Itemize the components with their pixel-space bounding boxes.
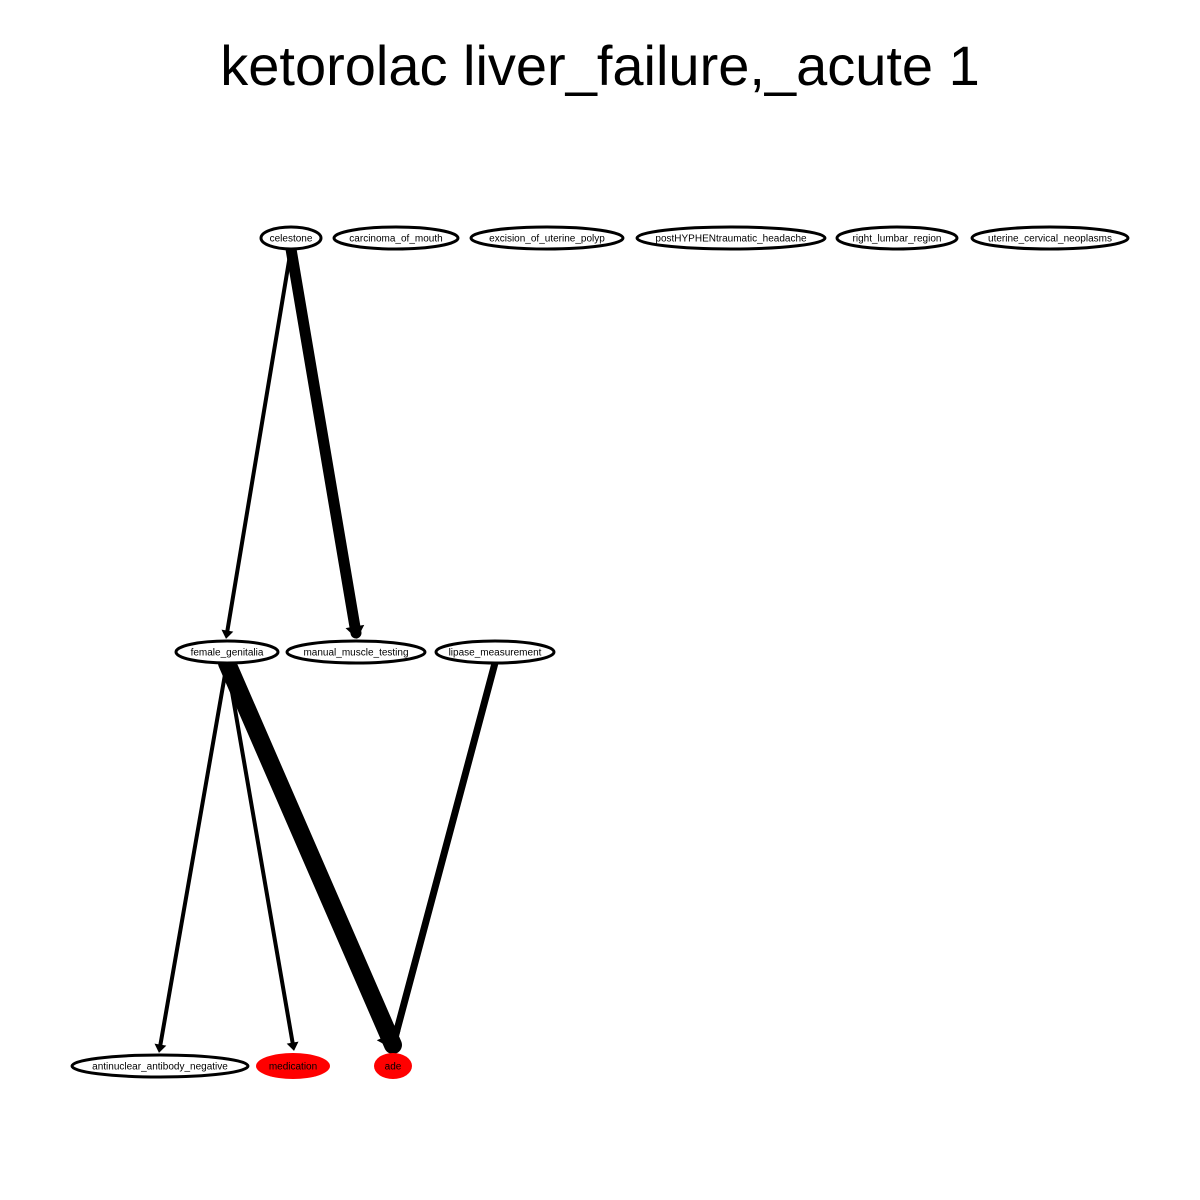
node-posthyphentraumatic_headache: postHYPHENtraumatic_headache	[635, 225, 827, 251]
edge-female_genitalia-to-antinuclear_antibody_negative	[154, 661, 229, 1053]
node-female_genitalia: female_genitalia	[174, 639, 280, 665]
node-shape	[332, 225, 460, 251]
node-label: right_lumbar_region	[853, 234, 942, 245]
node-label: lipase_measurement	[449, 648, 542, 659]
node-label: postHYPHENtraumatic_headache	[655, 234, 807, 245]
node-manual_muscle_testing: manual_muscle_testing	[285, 639, 427, 665]
node-label: antinuclear_antibody_negative	[92, 1062, 228, 1073]
node-shape	[259, 225, 323, 251]
edge-line	[225, 247, 293, 635]
node-shape	[174, 639, 280, 665]
node-shape	[256, 1053, 330, 1079]
node-celestone: celestone	[259, 225, 323, 251]
node-label: medication	[269, 1062, 317, 1073]
node-uterine_cervical_neoplasms: uterine_cervical_neoplasms	[970, 225, 1130, 251]
edge-line	[158, 661, 229, 1049]
edge-arrowhead	[221, 629, 234, 639]
node-excision_of_uterine_polyp: excision_of_uterine_polyp	[469, 225, 625, 251]
edge-celestone-to-manual_muscle_testing	[285, 243, 365, 639]
edge-line	[389, 659, 499, 1049]
node-shape	[970, 225, 1130, 251]
edge-arrowhead	[154, 1043, 167, 1053]
node-antinuclear_antibody_negative: antinuclear_antibody_negative	[70, 1053, 250, 1079]
node-shape	[434, 639, 556, 665]
edge-arrowhead	[286, 1041, 299, 1051]
node-shape	[835, 225, 959, 251]
node-label: uterine_cervical_neoplasms	[988, 234, 1112, 245]
node-shape	[374, 1053, 412, 1079]
node-label: ade	[385, 1062, 402, 1073]
edge-line	[285, 243, 362, 639]
edge-arrowhead	[345, 624, 365, 639]
node-label: celestone	[270, 234, 313, 245]
node-label: manual_muscle_testing	[303, 648, 408, 659]
page-title: ketorolac liver_failure,_acute 1	[220, 34, 980, 97]
edge-female_genitalia-to-medication	[225, 661, 299, 1051]
node-label: excision_of_uterine_polyp	[489, 234, 605, 245]
node-shape	[285, 639, 427, 665]
node-shape	[635, 225, 827, 251]
node-ade: ade	[374, 1053, 412, 1079]
edge-arrowhead	[386, 1039, 402, 1051]
node-right_lumbar_region: right_lumbar_region	[835, 225, 959, 251]
node-lipase_measurement: lipase_measurement	[434, 639, 556, 665]
edge-line	[218, 654, 402, 1054]
node-carcinoma_of_mouth: carcinoma_of_mouth	[332, 225, 460, 251]
edge-celestone-to-female_genitalia	[221, 247, 293, 639]
node-label: female_genitalia	[191, 648, 264, 659]
node-medication: medication	[256, 1053, 330, 1079]
edge-lipase_measurement-to-ade	[386, 659, 499, 1051]
edge-female_genitalia-to-ade	[218, 654, 402, 1054]
node-shape	[469, 225, 625, 251]
node-shape	[70, 1053, 250, 1079]
node-label: carcinoma_of_mouth	[349, 234, 442, 245]
edge-line	[225, 661, 295, 1047]
edges-layer	[154, 243, 499, 1054]
nodes-layer: celestone carcinoma_of_mouth excision_of_u…	[70, 225, 1130, 1079]
